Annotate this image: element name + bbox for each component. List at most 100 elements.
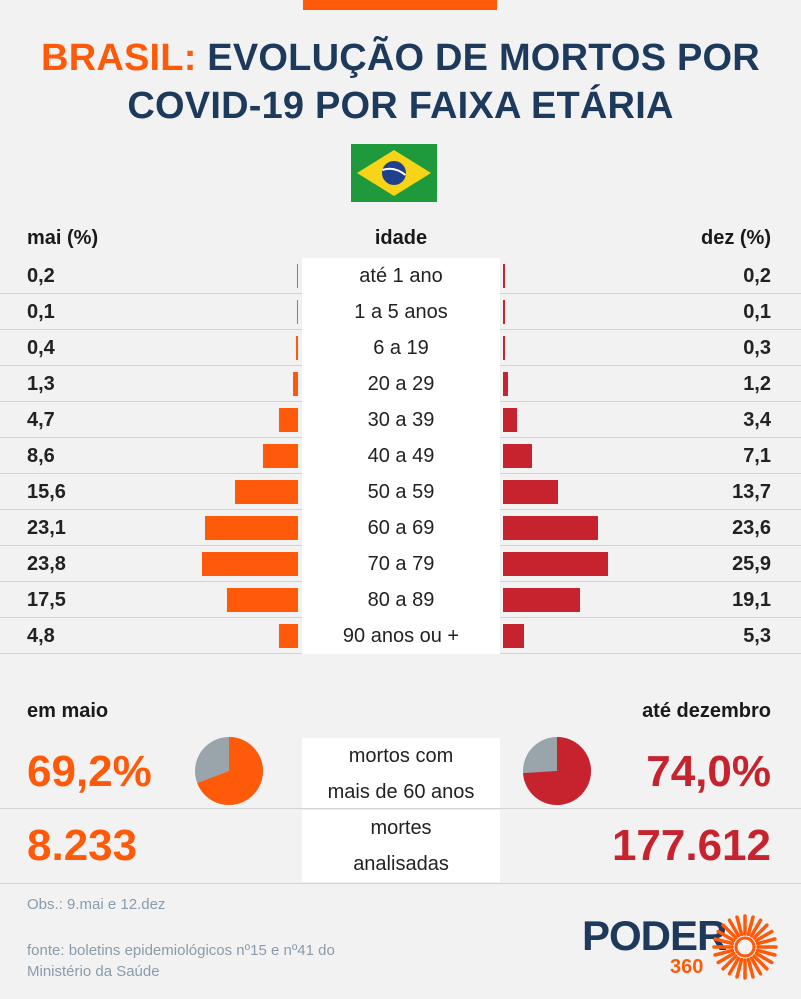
may-value-label: 23,1 [27,517,66,539]
dec-value-label: 1,2 [743,373,771,395]
sunburst-ray [752,923,769,940]
table-row: 23,1 23,6 60 a 69 [0,510,801,546]
over60-may-value: 69,2% [27,747,152,796]
sunburst-ray [746,915,755,937]
age-group-label: 6 a 19 [302,330,500,366]
dec-bar [503,300,505,324]
table-row: 4,8 5,3 90 anos ou + [0,618,801,654]
dec-value-label: 19,1 [732,589,771,611]
age-group-label: 80 a 89 [302,582,500,618]
top-accent-bar [303,0,497,10]
may-value-label: 4,8 [27,625,55,647]
sunburst-ray [735,915,744,937]
may-bar [204,516,298,540]
dec-bar [503,408,517,432]
dec-value-label: 3,4 [743,409,771,431]
age-group-label: 40 a 49 [302,438,500,474]
logo-text: PODER [582,912,727,959]
summary-label-dec: até dezembro [642,700,771,722]
dec-value-label: 7,1 [743,445,771,467]
may-bar [278,624,298,648]
sunburst-ray [746,957,755,979]
may-bar [227,588,298,612]
dec-bar [503,624,525,648]
table-row: 15,6 13,7 50 a 59 [0,474,801,510]
pie-dec-slice [523,737,592,805]
table-row: 0,2 0,2 até 1 ano [0,258,801,294]
dec-bar [503,516,599,540]
sunburst-ray [716,951,736,965]
may-bar [263,444,298,468]
age-group-label: 20 a 29 [302,366,500,402]
table-row: 0,4 0,3 6 a 19 [0,330,801,366]
sunburst-ray [713,948,735,957]
column-header-dec: dez (%) [701,227,771,249]
dec-value-label: 5,3 [743,625,771,647]
may-value-label: 1,3 [27,373,55,395]
age-group-label: 90 anos ou + [302,618,500,654]
sunburst-icon [712,914,778,980]
may-bar [296,336,298,360]
age-group-label: 60 a 69 [302,510,500,546]
table-row: 1,3 1,2 20 a 29 [0,366,801,402]
table-row: 4,7 3,4 30 a 39 [0,402,801,438]
may-value-label: 8,6 [27,445,55,467]
may-bar [235,480,298,504]
sunburst-ray [755,948,777,957]
sunburst-ray [727,956,741,976]
sunburst-ray [735,957,744,979]
deaths-label-line2: analisadas [353,853,449,875]
dec-value-label: 0,2 [743,265,771,287]
dec-bar [503,480,559,504]
dec-value-label: 0,1 [743,301,771,323]
may-value-label: 0,2 [27,265,55,287]
source-note: fonte: boletins epidemiológicos nº15 e n… [27,940,447,982]
sunburst-ray [755,937,777,946]
over60-dec-value: 74,0% [646,747,771,796]
may-value-label: 17,5 [27,589,66,611]
pie-may-slice [197,737,263,805]
over60-label-line2: mais de 60 anos [327,781,475,803]
pie-dec [523,737,592,805]
may-value-label: 0,1 [27,301,55,323]
age-group-label: 1 a 5 anos [302,294,500,330]
dec-bar [503,588,581,612]
dec-bar [503,444,532,468]
sunburst-ray [752,954,769,971]
sunburst-ray [721,954,738,971]
sunburst-ray [749,918,763,938]
deaths-dec-value: 177.612 [611,821,771,870]
brazil-flag-icon [351,144,437,202]
over60-label: mortos com mais de 60 anos [302,738,500,808]
summary-divider [0,808,801,809]
sunburst-ray [716,929,736,943]
over60-label-line1: mortos com [348,745,454,767]
poder360-logo: PODER 360 [582,912,782,988]
column-header-may: mai (%) [27,227,99,249]
logo-number: 360 [670,956,704,978]
may-bar [292,372,298,396]
sunburst-ray [727,918,741,938]
may-value-label: 23,8 [27,553,66,575]
deaths-may-value: 8.233 [27,821,138,870]
source-line2: Ministério da Saúde [27,963,160,980]
title-accent: BRASIL: [41,37,197,79]
may-value-label: 4,7 [27,409,55,431]
title-rest: EVOLUÇÃO DE MORTOS POR [196,37,760,79]
deaths-label-line1: mortes [370,817,432,839]
deaths-label: mortes analisadas [302,810,500,882]
sunburst-ray [713,937,735,946]
sunburst-ring [734,936,756,958]
dec-bar [503,264,505,288]
summary-label-may: em maio [27,700,109,722]
observation-note: Obs.: 9.mai e 12.dez [27,896,166,913]
dec-value-label: 13,7 [732,481,771,503]
sunburst-ray [749,956,763,976]
table-row: 23,8 25,9 70 a 79 [0,546,801,582]
summary-divider-bottom [0,883,801,884]
table-row: 8,6 7,1 40 a 49 [0,438,801,474]
column-header-age: idade [374,227,428,249]
may-bar [279,408,298,432]
age-group-label: 70 a 79 [302,546,500,582]
page-title: BRASIL: EVOLUÇÃO DE MORTOS POR COVID-19 … [0,34,801,130]
